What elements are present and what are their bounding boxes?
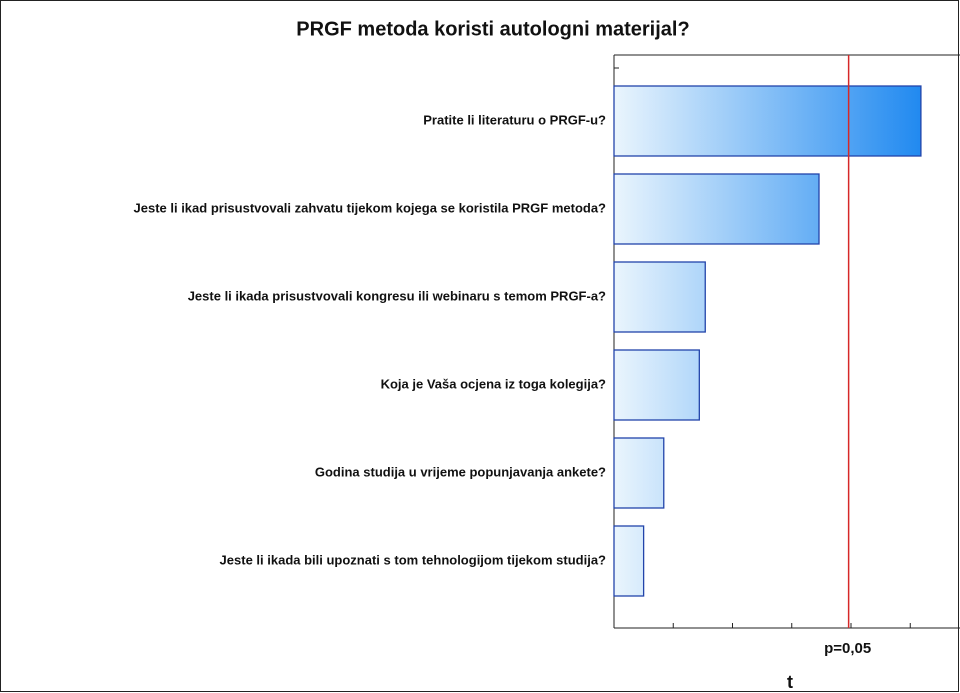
reference-label: p=0,05 [824, 640, 871, 657]
x-axis-label: t [787, 672, 793, 692]
category-label: Jeste li ikada bili upoznati s tom tehno… [220, 552, 606, 567]
bar [613, 437, 665, 509]
chart-title: PRGF metoda koristi autologni materijal? [296, 18, 689, 40]
bar [613, 525, 645, 597]
category-label: Jeste li ikada prisustvovali kongresu il… [188, 288, 606, 303]
bar [613, 85, 922, 157]
bar [613, 349, 700, 421]
category-label: Jeste li ikad prisustvovali zahvatu tije… [134, 200, 607, 215]
bar [613, 261, 706, 333]
category-label: Pratite li literaturu o PRGF-u? [423, 112, 606, 127]
category-label: Godina studija u vrijeme popunjavanja an… [315, 464, 606, 479]
category-label: Koja je Vaša ocjena iz toga kolegija? [381, 376, 606, 391]
bar [613, 173, 820, 245]
